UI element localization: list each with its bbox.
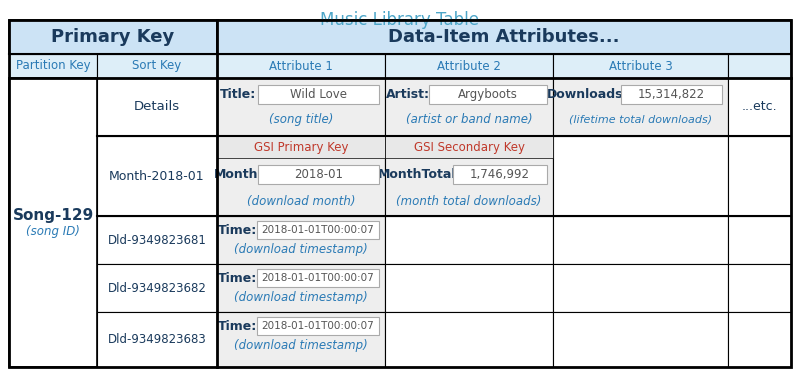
Text: Dld-9349823681: Dld-9349823681 <box>107 233 206 246</box>
Bar <box>217 136 385 216</box>
Bar <box>257 317 379 335</box>
Text: GSI Primary Key: GSI Primary Key <box>254 141 348 154</box>
Text: Primary Key: Primary Key <box>51 28 174 46</box>
Text: Sort Key: Sort Key <box>132 59 182 72</box>
Bar <box>728 54 791 78</box>
Text: (artist or band name): (artist or band name) <box>406 114 532 127</box>
Text: Data-Item Attributes...: Data-Item Attributes... <box>388 28 620 46</box>
Text: (download timestamp): (download timestamp) <box>234 338 368 351</box>
Bar <box>728 264 791 312</box>
Bar <box>728 136 791 216</box>
Bar <box>385 54 553 78</box>
Text: 1,746,992: 1,746,992 <box>470 168 530 181</box>
Text: Song-129: Song-129 <box>12 208 94 223</box>
Text: Month-2018-01: Month-2018-01 <box>109 170 205 183</box>
Bar <box>258 85 379 104</box>
Bar <box>9 78 97 367</box>
Text: MonthTotal:: MonthTotal: <box>378 168 462 181</box>
Bar <box>97 136 217 216</box>
Bar <box>553 312 728 367</box>
Text: Partition Key: Partition Key <box>16 59 90 72</box>
Text: Music Library Table: Music Library Table <box>321 11 479 29</box>
Bar <box>385 78 553 136</box>
Text: 2018-01-01T00:00:07: 2018-01-01T00:00:07 <box>262 321 374 331</box>
Bar <box>621 85 722 104</box>
Bar <box>429 85 547 104</box>
Text: Attribute 3: Attribute 3 <box>609 59 672 72</box>
Bar <box>217 54 385 78</box>
Text: (download timestamp): (download timestamp) <box>234 243 368 256</box>
Bar <box>257 269 379 287</box>
Bar <box>217 136 385 158</box>
Bar <box>553 216 728 264</box>
Text: (download month): (download month) <box>246 194 355 207</box>
Text: (song title): (song title) <box>269 114 333 127</box>
Text: (download timestamp): (download timestamp) <box>234 290 368 303</box>
Bar <box>97 54 217 78</box>
Bar <box>385 312 553 367</box>
Text: 2018-01: 2018-01 <box>294 168 343 181</box>
Bar <box>217 264 385 312</box>
Bar <box>217 312 385 367</box>
Bar <box>453 165 547 184</box>
Bar <box>728 312 791 367</box>
Text: Title:: Title: <box>220 88 257 101</box>
Bar <box>97 216 217 264</box>
Text: 2018-01-01T00:00:07: 2018-01-01T00:00:07 <box>262 225 374 235</box>
Text: (month total downloads): (month total downloads) <box>396 194 542 207</box>
Bar <box>553 78 728 136</box>
Bar <box>97 312 217 367</box>
Bar <box>553 54 728 78</box>
Text: 15,314,822: 15,314,822 <box>638 88 705 101</box>
Bar <box>9 54 97 78</box>
Bar <box>97 78 217 136</box>
Bar <box>258 165 379 184</box>
Text: Time:: Time: <box>218 223 257 236</box>
Bar <box>385 136 553 216</box>
Bar <box>553 136 728 216</box>
Bar <box>257 221 379 239</box>
Bar <box>217 216 385 264</box>
Bar <box>217 20 791 54</box>
Text: Details: Details <box>134 101 180 114</box>
Bar <box>728 78 791 136</box>
Text: (lifetime total downloads): (lifetime total downloads) <box>569 115 712 125</box>
Bar <box>385 216 553 264</box>
Text: Dld-9349823683: Dld-9349823683 <box>108 333 206 346</box>
Text: Dld-9349823682: Dld-9349823682 <box>107 282 206 295</box>
Text: Argyboots: Argyboots <box>458 88 518 101</box>
Text: ...etc.: ...etc. <box>742 101 778 114</box>
Text: Artist:: Artist: <box>386 88 430 101</box>
Text: Downloads:: Downloads: <box>547 88 629 101</box>
Text: (song ID): (song ID) <box>26 225 80 238</box>
Text: Time:: Time: <box>218 272 257 285</box>
Text: Time:: Time: <box>218 319 257 332</box>
Text: GSI Secondary Key: GSI Secondary Key <box>414 141 525 154</box>
Text: Month:: Month: <box>214 168 263 181</box>
Bar <box>97 264 217 312</box>
Text: Wild Love: Wild Love <box>290 88 347 101</box>
Bar <box>217 78 385 136</box>
Bar <box>553 264 728 312</box>
Text: Attribute 1: Attribute 1 <box>269 59 333 72</box>
Bar <box>385 264 553 312</box>
Bar <box>385 136 553 158</box>
Bar <box>9 20 217 54</box>
Text: 2018-01-01T00:00:07: 2018-01-01T00:00:07 <box>262 273 374 283</box>
Bar <box>728 216 791 264</box>
Text: Attribute 2: Attribute 2 <box>437 59 501 72</box>
